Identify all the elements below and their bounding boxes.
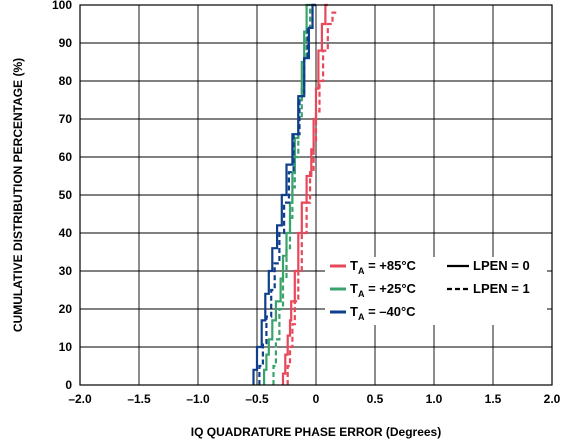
y-tick-label: 10	[59, 340, 73, 354]
legend-temperature-label: TA = –40°C	[350, 304, 416, 322]
legend: TA = +85°C TA = +25°C TA = –40°C LPEN = 0 LP…	[325, 257, 547, 325]
x-tick-label: –1.0	[186, 392, 210, 406]
grid	[79, 4, 553, 386]
series-line	[272, 3, 314, 385]
x-tick-label: 0.5	[367, 392, 384, 406]
series-line	[286, 11, 338, 385]
series-line	[281, 3, 328, 385]
x-axis-title: IQ QUADRATURE PHASE ERROR (Degrees)	[191, 425, 441, 439]
y-tick-label: 60	[59, 150, 73, 164]
x-tick-label: –2.0	[68, 392, 92, 406]
y-tick-label: 80	[59, 74, 73, 88]
legend-background	[325, 257, 547, 325]
y-tick-labels: 0 10 20 30 40 50 60 70 80 90 100	[52, 0, 72, 392]
y-tick-label: 90	[59, 36, 73, 50]
series-line	[252, 3, 316, 385]
y-tick-label: 0	[65, 378, 72, 392]
legend-temperature-label: TA = +85°C	[350, 258, 417, 276]
x-tick-label: –1.5	[127, 392, 151, 406]
legend-lpen-label: LPEN = 0	[473, 258, 530, 273]
y-axis-title: CUMULATIVE DISTRIBUTION PERCENTAGE (%)	[11, 58, 25, 332]
x-tick-label: 1.0	[426, 392, 443, 406]
y-tick-label: 40	[59, 226, 73, 240]
y-tick-label: 70	[59, 112, 73, 126]
x-tick-label: 0	[313, 392, 320, 406]
y-tick-label: 20	[59, 302, 73, 316]
y-tick-label: 50	[59, 188, 73, 202]
legend-lpen-label: LPEN = 1	[473, 281, 530, 296]
series-group	[252, 3, 338, 385]
x-tick-label: 2.0	[544, 392, 561, 406]
x-tick-labels: –2.0 –1.5 –1.0 –0.5 0 0.5 1.0 1.5 2.0	[68, 392, 560, 406]
x-tick-label: –0.5	[245, 392, 269, 406]
plot-frame	[79, 4, 553, 386]
y-tick-label: 100	[52, 0, 72, 12]
y-tick-label: 30	[59, 264, 73, 278]
legend-temperature-label: TA = +25°C	[350, 281, 417, 299]
series-line	[263, 3, 311, 385]
x-tick-label: 1.5	[485, 392, 502, 406]
series-line	[258, 3, 316, 385]
